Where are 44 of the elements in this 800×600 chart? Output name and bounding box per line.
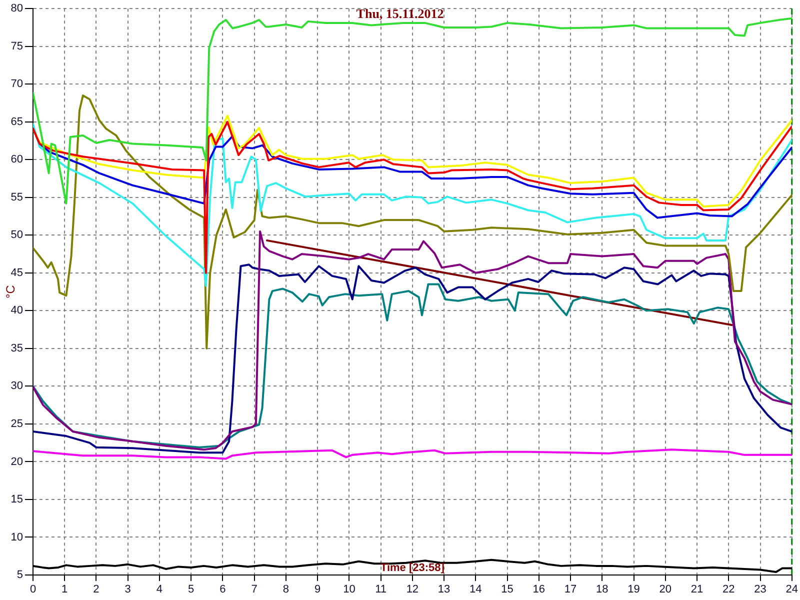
y-tick-label: 60	[10, 154, 23, 166]
y-tick-label: 30	[10, 380, 23, 392]
y-tick-label: 20	[10, 456, 23, 468]
x-tick-label: 19	[628, 584, 640, 596]
x-tick-label: 22	[722, 584, 735, 596]
x-tick-label: 11	[375, 584, 387, 596]
x-tick-label: 13	[438, 584, 450, 596]
x-tick-label: 7	[251, 584, 258, 596]
y-axis-title: °C	[3, 284, 18, 299]
y-tick-label: 55	[10, 191, 23, 204]
x-tick-label: 12	[406, 584, 419, 596]
x-axis-title: Time [23:58]	[380, 562, 445, 574]
x-tick-label: 20	[659, 584, 672, 596]
x-tick-label: 1	[62, 584, 68, 596]
y-tick-label: 75	[10, 40, 23, 52]
chart-title: Thu, 15.11.2012	[356, 6, 444, 21]
y-tick-label: 25	[10, 418, 23, 430]
x-tick-label: 18	[596, 584, 608, 596]
x-tick-label: 3	[124, 584, 131, 596]
y-tick-label: 35	[10, 342, 23, 354]
y-tick-label: 5	[16, 569, 23, 582]
x-tick-label: 21	[690, 584, 704, 596]
x-tick-label: 0	[30, 584, 36, 596]
x-tick-label: 24	[786, 584, 798, 596]
x-tick-label: 16	[532, 584, 546, 596]
y-tick-label: 65	[10, 116, 23, 128]
x-tick-label: 23	[754, 584, 766, 596]
x-tick-label: 10	[343, 584, 356, 596]
x-tick-label: 4	[156, 584, 163, 596]
x-tick-label: 8	[282, 584, 290, 596]
x-tick-label: 6	[220, 584, 226, 596]
y-tick-label: 40	[10, 304, 23, 317]
x-tick-label: 2	[93, 584, 100, 596]
x-tick-label: 14	[470, 584, 482, 596]
y-tick-label: 10	[10, 531, 23, 544]
y-tick-label: 70	[10, 78, 23, 90]
y-tick-label: 15	[10, 494, 23, 506]
x-tick-label: 5	[188, 584, 194, 596]
x-tick-label: 17	[564, 584, 577, 596]
y-tick-label: 50	[10, 229, 23, 242]
x-tick-label: 9	[314, 584, 321, 596]
y-tick-label: 45	[10, 266, 23, 279]
x-tick-label: 15	[501, 584, 514, 596]
y-tick-label: 80	[10, 2, 23, 15]
